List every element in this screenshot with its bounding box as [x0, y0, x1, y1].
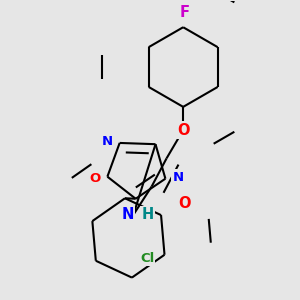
- Text: O: O: [89, 172, 100, 185]
- Text: F: F: [180, 5, 190, 20]
- Text: N: N: [121, 207, 134, 222]
- Text: N: N: [101, 135, 112, 148]
- Text: H: H: [141, 207, 154, 222]
- Text: N: N: [172, 170, 184, 184]
- Text: O: O: [177, 123, 189, 138]
- Text: Cl: Cl: [140, 252, 154, 265]
- Text: O: O: [178, 196, 191, 211]
